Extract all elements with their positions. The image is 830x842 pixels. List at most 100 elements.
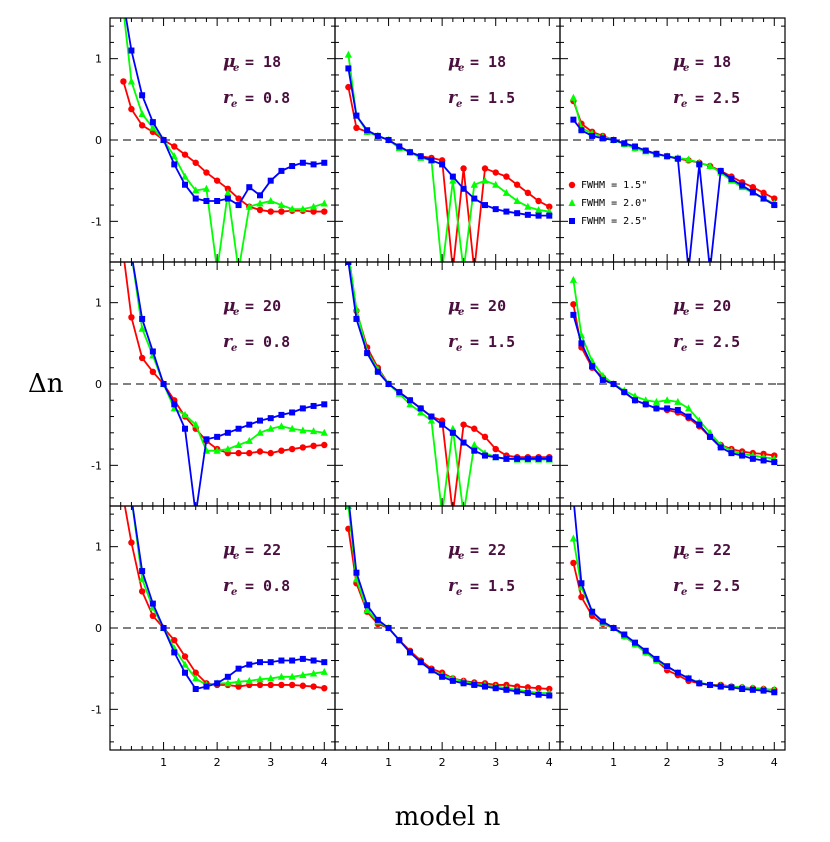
mu-subscript: e xyxy=(683,307,689,318)
data-point xyxy=(385,137,392,143)
data-point xyxy=(460,510,467,517)
data-point xyxy=(749,686,756,693)
data-point xyxy=(277,201,286,209)
data-point xyxy=(321,659,328,666)
data-point xyxy=(449,677,456,684)
data-point xyxy=(224,195,231,202)
mu-label: μ xyxy=(448,52,460,72)
x-tick-label: 2 xyxy=(439,756,446,769)
data-point xyxy=(417,408,425,416)
x-tick-label: 1 xyxy=(610,756,617,769)
x-tick-label: 2 xyxy=(214,756,221,769)
data-point xyxy=(170,152,178,160)
data-point xyxy=(492,454,499,461)
mu-value: = 18 xyxy=(470,53,506,71)
data-point xyxy=(149,348,156,355)
data-point xyxy=(214,198,221,204)
series-line xyxy=(348,506,550,697)
data-point xyxy=(717,683,724,690)
data-point xyxy=(288,424,296,432)
data-point xyxy=(534,205,543,213)
mu-label: μ xyxy=(223,540,235,560)
data-point xyxy=(309,202,318,210)
data-point xyxy=(771,195,778,202)
r-label: r xyxy=(448,88,458,108)
data-point xyxy=(364,602,371,609)
data-point xyxy=(267,197,275,204)
data-point xyxy=(610,381,617,387)
r-value: = 0.8 xyxy=(245,89,290,107)
data-point xyxy=(674,397,682,405)
data-point xyxy=(546,692,553,699)
data-point xyxy=(139,92,146,99)
y-tick-label: -1 xyxy=(91,703,102,716)
panel-6: μe = 20r e = 2.5 xyxy=(559,261,786,507)
data-point xyxy=(138,324,146,332)
data-point xyxy=(353,569,360,576)
data-point xyxy=(235,665,242,672)
data-point xyxy=(674,155,681,162)
mu-value: = 22 xyxy=(470,541,506,559)
data-point xyxy=(321,208,328,215)
data-point xyxy=(288,681,296,689)
data-point xyxy=(760,195,767,202)
data-point xyxy=(546,203,553,210)
data-point xyxy=(128,250,135,257)
data-point xyxy=(214,433,221,440)
r-value: = 2.5 xyxy=(695,577,740,595)
data-point xyxy=(407,649,413,656)
mu-label: μ xyxy=(223,296,235,316)
mu-subscript: e xyxy=(458,307,464,318)
data-point xyxy=(299,655,306,662)
data-point xyxy=(320,667,328,675)
data-point xyxy=(578,593,585,601)
data-point xyxy=(345,83,352,91)
mu-subscript: e xyxy=(233,551,239,562)
data-point xyxy=(632,143,638,150)
r-subscript: e xyxy=(456,343,462,354)
data-point xyxy=(149,368,157,375)
r-subscript: e xyxy=(681,343,687,354)
data-point xyxy=(407,149,413,156)
data-point xyxy=(120,6,127,13)
legend-marker xyxy=(568,181,576,189)
data-point xyxy=(374,616,381,623)
r-value: = 1.5 xyxy=(470,89,515,107)
legend-marker xyxy=(568,199,576,206)
data-point xyxy=(570,311,577,318)
data-point xyxy=(120,251,126,257)
data-point xyxy=(503,455,510,462)
mu-subscript: e xyxy=(233,307,239,318)
data-point xyxy=(492,445,499,453)
data-point xyxy=(570,495,576,501)
data-point xyxy=(120,251,126,257)
data-point xyxy=(128,494,135,501)
data-point xyxy=(181,172,189,180)
data-point xyxy=(652,397,661,405)
x-tick-label: 1 xyxy=(385,756,392,769)
data-point xyxy=(728,176,735,183)
series-line xyxy=(572,119,775,262)
data-point xyxy=(514,455,521,462)
data-point xyxy=(385,625,392,631)
data-point xyxy=(482,683,488,690)
data-point xyxy=(278,681,285,689)
mu-value: = 18 xyxy=(245,53,281,71)
data-point xyxy=(321,401,328,408)
data-point xyxy=(181,410,189,418)
x-tick-label: 4 xyxy=(771,756,778,769)
r-label: r xyxy=(223,332,233,352)
data-point xyxy=(245,202,253,210)
x-tick-label: 4 xyxy=(321,756,328,769)
data-point xyxy=(310,208,317,215)
x-tick-label: 3 xyxy=(492,756,499,769)
data-point xyxy=(439,673,446,680)
data-point xyxy=(120,495,126,501)
data-point xyxy=(363,606,371,614)
mu-label: μ xyxy=(673,296,685,316)
data-point xyxy=(546,455,553,462)
data-point xyxy=(428,413,435,420)
data-point xyxy=(309,427,318,435)
data-point xyxy=(524,684,532,691)
data-point xyxy=(621,631,628,638)
